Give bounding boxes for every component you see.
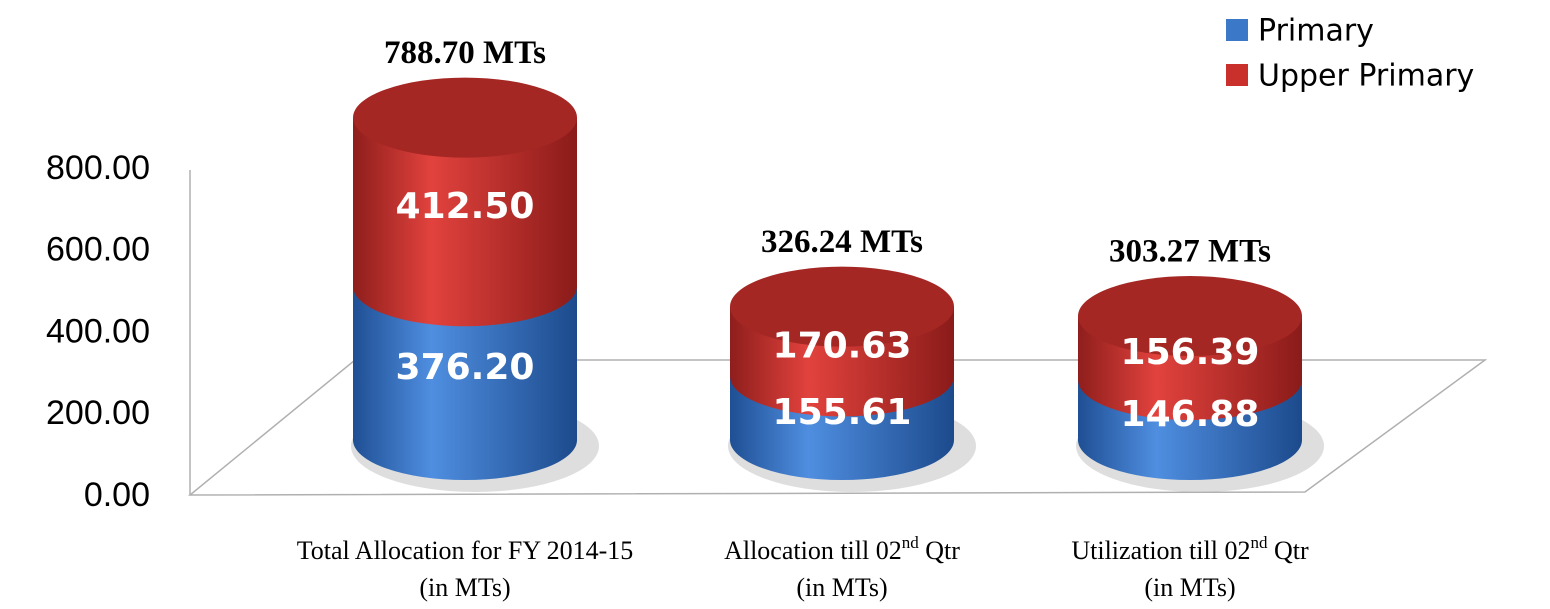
value-label: 155.61 bbox=[773, 392, 912, 433]
legend-label: Upper Primary bbox=[1258, 59, 1474, 94]
cylinder-cap bbox=[1078, 276, 1302, 357]
cylinder-cap bbox=[730, 266, 954, 347]
total-label: 326.24 MTs bbox=[761, 224, 923, 260]
cylinder-segment bbox=[353, 117, 577, 327]
value-label: 412.50 bbox=[396, 186, 535, 227]
legend-swatch bbox=[1226, 19, 1248, 41]
x-tick-label: Total Allocation for FY 2014-15 (in MTs) bbox=[297, 536, 634, 602]
value-label: 156.39 bbox=[1121, 332, 1260, 373]
legend-label: Primary bbox=[1258, 14, 1374, 49]
x-tick-label: Utilization till 02nd Qtr (in MTs) bbox=[1071, 533, 1309, 602]
value-label: 170.63 bbox=[773, 326, 912, 367]
x-tick-label: Allocation till 02nd Qtr (in MTs) bbox=[724, 533, 960, 602]
value-label: 146.88 bbox=[1121, 394, 1260, 435]
y-tick-label: 0.00 bbox=[84, 476, 150, 514]
y-tick-label: 400.00 bbox=[46, 312, 150, 350]
y-tick-label: 200.00 bbox=[46, 394, 150, 432]
cylinder-segment bbox=[353, 286, 577, 480]
floor bbox=[187, 359, 1488, 496]
y-tick-label: 800.00 bbox=[46, 149, 150, 187]
y-tick-label: 600.00 bbox=[46, 231, 150, 269]
value-label: 376.20 bbox=[396, 347, 535, 388]
cylinder-cap bbox=[353, 77, 577, 158]
total-label: 303.27 MTs bbox=[1109, 234, 1271, 270]
total-label: 788.70 MTs bbox=[384, 35, 546, 71]
legend-swatch bbox=[1226, 64, 1248, 86]
plot-frame bbox=[187, 170, 1488, 496]
